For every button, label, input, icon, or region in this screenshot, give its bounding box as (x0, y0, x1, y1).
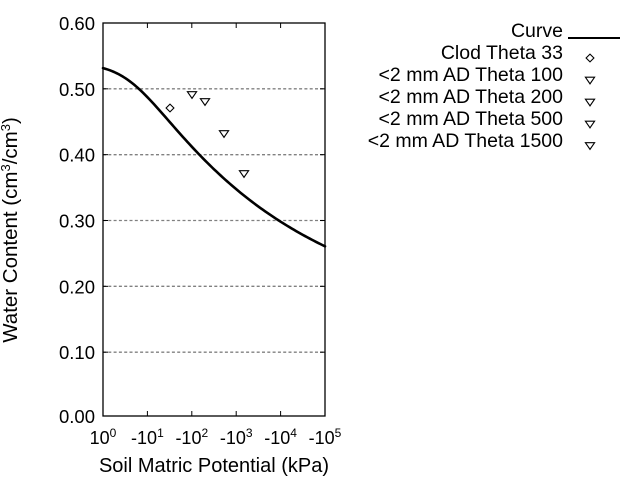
svg-text:-102: -102 (175, 426, 208, 448)
svg-text:100: 100 (90, 426, 117, 448)
svg-text:Curve: Curve (511, 20, 563, 42)
svg-text:Clod Theta 33: Clod Theta 33 (441, 42, 563, 64)
svg-text:0.30: 0.30 (59, 211, 95, 232)
svg-text:<2 mm AD Theta 1500: <2 mm AD Theta 1500 (368, 130, 563, 152)
svg-text:<2 mm AD Theta 200: <2 mm AD Theta 200 (379, 86, 564, 108)
svg-text:0.40: 0.40 (59, 145, 95, 166)
svg-text:-101: -101 (131, 426, 164, 448)
svg-text:0.00: 0.00 (59, 406, 95, 427)
svg-text:-105: -105 (309, 426, 342, 448)
svg-text:0.60: 0.60 (59, 13, 95, 34)
svg-text:0.20: 0.20 (59, 276, 95, 297)
svg-text:<2 mm AD Theta 500: <2 mm AD Theta 500 (379, 108, 564, 130)
svg-text:Water Content (cm3/cm3): Water Content (cm3/cm3) (0, 117, 22, 343)
svg-text:0.50: 0.50 (59, 79, 95, 100)
svg-text:-104: -104 (264, 426, 297, 448)
svg-text:-103: -103 (220, 426, 253, 448)
svg-text:0.10: 0.10 (59, 342, 95, 363)
svg-text:Soil Matric Potential (kPa): Soil Matric Potential (kPa) (99, 455, 329, 477)
svg-text:<2 mm AD Theta 100: <2 mm AD Theta 100 (379, 64, 564, 86)
